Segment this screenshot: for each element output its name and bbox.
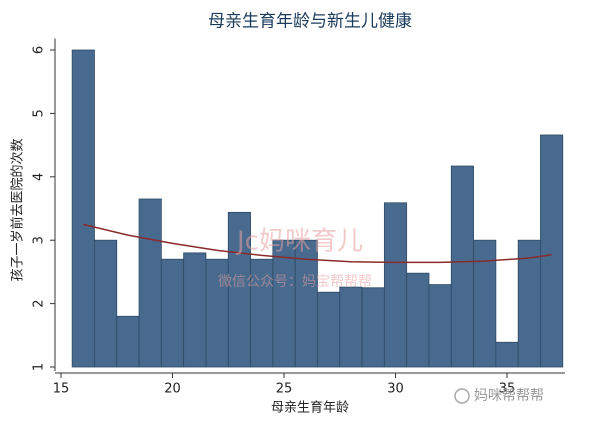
bar	[383, 202, 408, 368]
bar	[406, 272, 430, 368]
x-tick-label: 15	[53, 382, 70, 397]
y-tick-label: 5	[32, 109, 47, 117]
bar	[495, 341, 519, 368]
watermark: 微信公众号：妈宝帮帮帮	[218, 274, 372, 290]
y-tick-label: 4	[32, 173, 47, 181]
y-tick-label: 6	[32, 46, 47, 54]
x-tick-label: 35	[499, 382, 516, 397]
bar	[540, 134, 564, 368]
bar	[473, 239, 497, 368]
y-axis-label: 孩子一岁前去医院的次数	[10, 138, 26, 281]
y-tick-label: 2	[32, 299, 47, 307]
y-tick-label: 3	[32, 236, 47, 244]
x-tick-label: 25	[276, 382, 293, 397]
bar	[317, 291, 341, 368]
bar	[339, 286, 363, 368]
bar	[450, 165, 474, 368]
bar	[183, 252, 207, 368]
bar	[94, 239, 118, 368]
fit-line	[83, 223, 552, 264]
logo-text: 妈咪帮帮帮	[474, 388, 544, 404]
logo-icon	[454, 388, 470, 404]
bar	[428, 284, 452, 368]
bar	[160, 258, 185, 368]
bar	[71, 49, 95, 368]
bar	[138, 198, 162, 368]
bar	[116, 315, 140, 368]
bar	[361, 287, 385, 368]
chart-title: 母亲生育年龄与新生儿健康	[208, 12, 412, 32]
x-tick-label: 30	[387, 382, 404, 397]
x-axis-label: 母亲生育年龄	[271, 400, 349, 416]
x-tick-label: 20	[164, 382, 181, 397]
watermark: Jc妈咪育儿	[235, 227, 363, 257]
bar	[272, 239, 296, 368]
y-tick-label: 1	[32, 363, 47, 371]
